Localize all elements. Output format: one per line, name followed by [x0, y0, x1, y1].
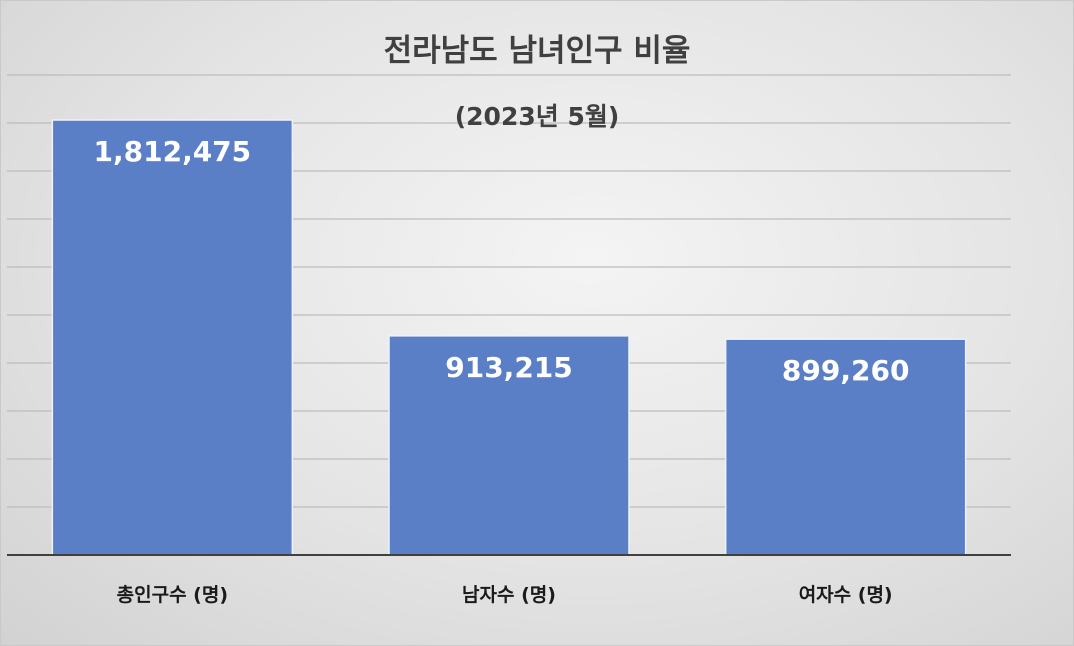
bar [51, 119, 294, 556]
bar [724, 338, 967, 556]
category-labels: 총인구수 (명) 남자수 (명) 여자수 (명) [117, 584, 893, 606]
chart-subtitle: (2023년 5월) [455, 102, 620, 131]
bars [51, 119, 967, 556]
category-label: 남자수 (명) [462, 584, 556, 606]
bar [388, 335, 630, 556]
category-label: 총인구수 (명) [117, 584, 228, 606]
bar-value-label: 899,260 [782, 354, 910, 387]
bar-value-label: 1,812,475 [94, 135, 252, 168]
chart-title: 전라남도 남녀인구 비율 [384, 33, 691, 69]
bar-value-labels: 1,812,475 913,215 899,260 [94, 135, 910, 387]
bar-value-label: 913,215 [445, 351, 573, 384]
category-label: 여자수 (명) [799, 584, 893, 606]
